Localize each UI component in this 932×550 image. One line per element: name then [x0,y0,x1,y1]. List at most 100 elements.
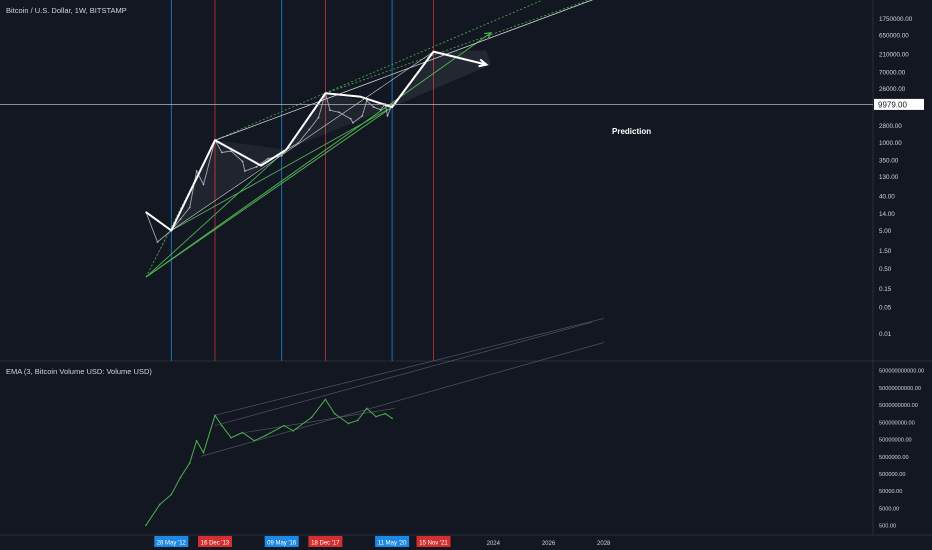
time-axis: 28 May '12 16 Dec '13 09 May '16 18 Dec '17… [154,536,611,547]
date-marker-label: 16 Dec '13 [201,541,230,547]
price-point [221,151,223,154]
date-marker-bg [264,536,299,547]
volume-tick-label: 500000.00 [879,472,905,478]
price-point [308,128,311,131]
price-point [361,114,364,117]
date-marker-label: 28 May '12 [157,541,187,547]
trendline-green [145,106,393,278]
price-tick-label: 350.00 [879,157,899,164]
price-point [338,111,341,114]
volume-point [170,493,173,496]
projection-arrows [145,32,493,232]
price-point [280,154,283,157]
date-marker-bg [416,536,451,547]
volume-point [310,416,313,419]
price-point [156,241,159,243]
time-tick-label: 2028 [597,541,611,547]
price-point [241,160,244,163]
volume-tick-label: 50000000.00 [879,438,912,444]
time-tick-label: 2026 [542,541,556,547]
price-tick-label: 14.00 [879,211,895,218]
price-tick-label: 70000.00 [879,70,906,77]
volume-point [375,415,377,418]
price-point [255,166,258,168]
price-point [188,206,191,209]
trendline-green-dashed [145,140,216,278]
price-point [352,121,354,124]
trendline-green-dashed [214,0,542,141]
price-tick-label: 40.00 [879,193,895,200]
price-point [202,183,205,186]
volume-point [324,398,327,401]
price-point [267,157,269,160]
price-point [372,106,375,108]
volume-series [145,318,604,526]
volume-point [195,439,198,442]
volume-channel-line [201,342,604,457]
price-point [179,218,182,220]
volume-point [179,476,182,479]
price-point [230,150,233,152]
volume-point [366,407,368,410]
volume-tick-label: 5000000.00 [879,455,909,461]
volume-point [188,462,191,464]
volume-line [145,398,393,526]
volume-point [391,417,393,420]
indicator-title[interactable]: EMA (3, Bitcoin Volume USD: Volume USD) [6,367,152,376]
volume-point [145,524,147,526]
volume-tick-label: 5000000000.00 [879,403,918,409]
volume-channel-line [244,408,395,433]
current-price-tag: 9979.00 [874,98,924,110]
price-tick-label: 1.50 [879,248,892,255]
volume-tick-label: 5000.00 [879,506,899,512]
volume-point [292,430,295,432]
symbol-title[interactable]: Bitcoin / U.S. Dollar, 1W, BITSTAMP [6,6,127,15]
arrow-head [478,58,489,68]
trendline-green [145,32,492,278]
price-point [296,142,299,145]
price-point [379,108,382,111]
volume-point [202,451,205,454]
current-price-label: 9979.00 [878,100,907,109]
volume-tick-label: 500.00 [879,524,896,530]
prediction-label: Prediction [612,127,651,136]
price-tick-label: 0.05 [879,304,892,311]
volume-channel-line [214,318,604,416]
price-tick-label: 2800.00 [879,123,902,130]
price-tick-label: 0.01 [879,331,892,338]
price-point [386,114,389,117]
channel-fill [286,93,393,150]
volume-point [333,412,336,415]
volume-point [230,436,232,439]
volume-tick-label: 50000000000.00 [879,386,921,392]
price-point [195,170,198,172]
volume-point [159,503,161,506]
date-marker-bg [154,536,189,547]
price-point [244,170,246,172]
trendline-white [171,51,434,231]
price-tick-label: 130.00 [879,174,899,181]
channel-fill [392,50,491,108]
price-tick-label: 1750000.00 [879,16,913,23]
projection-path [145,50,487,232]
volume-channel-line [214,321,593,426]
price-point [349,117,352,120]
price-axis: 1750000.00 650000.00 210000.00 70000.00 2600… [879,16,913,338]
date-marker-bg [375,536,410,547]
volume-tick-label: 500000000000.00 [879,369,924,375]
price-tick-label: 0.50 [879,266,892,273]
volume-point [283,424,285,427]
date-marker-label: 09 May '16 [267,541,297,547]
volume-point [356,419,359,422]
trendline-green [171,106,393,231]
volume-point [264,434,267,437]
date-marker-bg [198,536,232,547]
price-tick-label: 1000.00 [879,140,902,147]
volume-point [384,412,387,415]
volume-point [241,431,244,434]
date-marker-label: 18 Dec '17 [311,541,340,547]
volume-tick-label: 50000.00 [879,489,902,495]
volume-axis: 500000000000.00 50000000000.00 5000000000.… [879,369,924,530]
